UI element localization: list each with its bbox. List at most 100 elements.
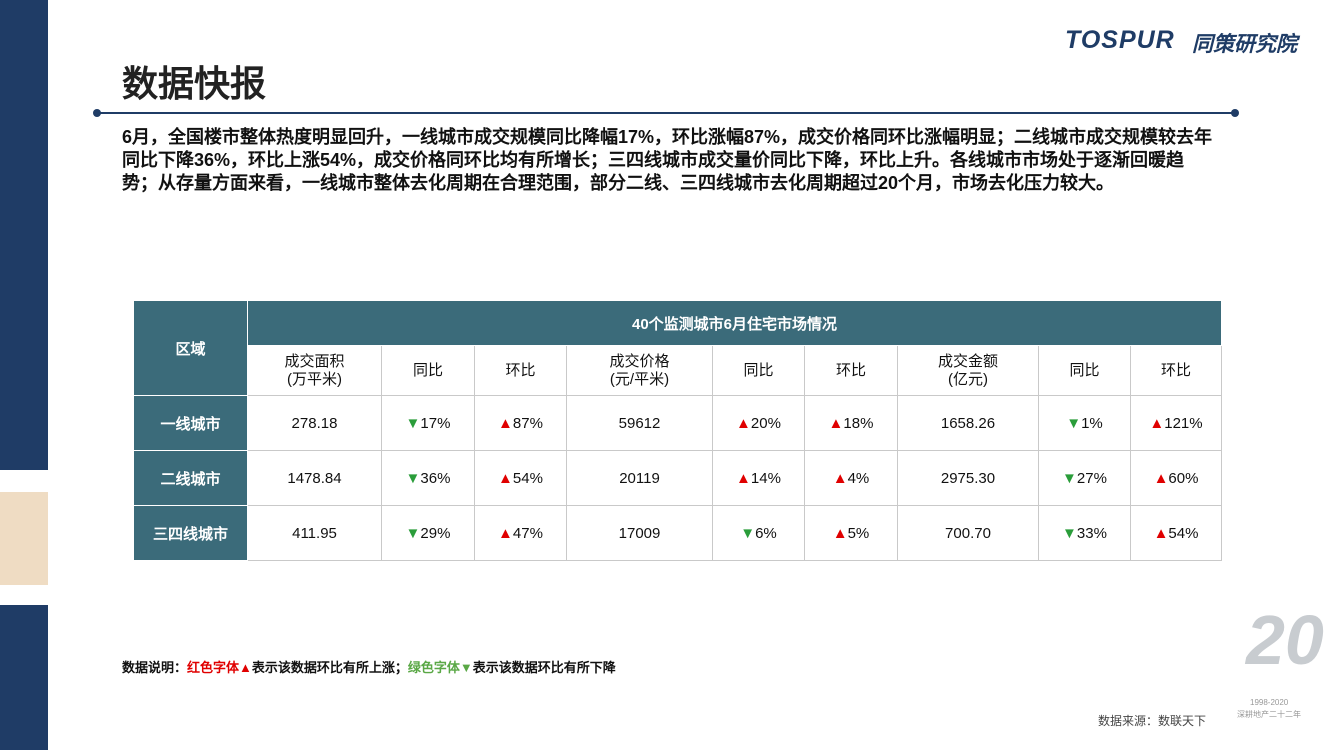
change-cell: ▼36% [381, 450, 475, 506]
arrow: ▲ [736, 469, 751, 487]
divider [97, 112, 1235, 114]
logo-cn: 同策研究院 [1192, 33, 1297, 56]
arrow: ▲ [832, 524, 848, 542]
change-value: 17% [420, 414, 451, 432]
arrow: ▲ [498, 469, 513, 487]
column-header: 同比 [381, 345, 475, 396]
change-value: 87% [512, 414, 543, 432]
change-cell: ▲5% [804, 505, 898, 561]
column-header: 环比 [804, 345, 898, 396]
change-value: 18% [843, 414, 874, 432]
source: 数据来源：数联天下 [1098, 714, 1207, 728]
column-header: 环比 [1129, 345, 1223, 396]
change-value: 54% [1168, 524, 1199, 542]
summary: 6月，全国楼市整体热度明显回升，一线城市成交规模同比降幅17%，环比涨幅87%，… [122, 127, 1213, 193]
change-cell: ▲14% [712, 450, 805, 506]
region-header: 区域 [133, 300, 248, 396]
change-cell: ▼29% [381, 505, 475, 561]
cell: 411.95 [247, 505, 382, 561]
column-header: 成交价格 (元/平米) [566, 345, 713, 396]
cell: 2975.30 [897, 450, 1039, 506]
cell: 1658.26 [897, 395, 1039, 451]
change-value: 14% [750, 469, 781, 487]
note-red: 红色字体▲ [187, 660, 252, 675]
cell: 1478.84 [247, 450, 382, 506]
change-cell: ▲18% [804, 395, 898, 451]
change-value: 121% [1164, 414, 1203, 432]
change-cell: ▲60% [1129, 450, 1223, 506]
change-cell: ▲54% [1129, 505, 1223, 561]
region: 一线城市 [133, 395, 248, 451]
note-text: 表示该数据环比有所下降 [472, 660, 616, 675]
divider-dot [1231, 109, 1239, 117]
market-table: 区域 40个监测城市6月住宅市场情况 成交面积 (万平米) 同比 环比 成交价格 (元… [133, 300, 1223, 561]
change-value: 33% [1076, 524, 1107, 542]
arrow: ▲ [498, 414, 513, 432]
arrow: ▲ [1153, 524, 1169, 542]
change-cell: ▲87% [474, 395, 567, 451]
cell: 17009 [566, 505, 713, 561]
change-value: 60% [1168, 469, 1199, 487]
change-cell: ▼17% [381, 395, 475, 451]
side-bar [0, 0, 48, 470]
table-row: 三四线城市 411.95 ▼29% ▲47% 17009 ▼6% ▲5% 700.70 ▼33%… [133, 505, 1223, 561]
change-value: 36% [420, 469, 451, 487]
arrow: ▼ [1062, 469, 1077, 487]
change-cell: ▼6% [712, 505, 805, 561]
region: 二线城市 [133, 450, 248, 506]
change-value: 27% [1076, 469, 1107, 487]
arrow: ▲ [1149, 414, 1165, 432]
badge-number: 20 [1246, 601, 1324, 679]
table-row: 一线城市 278.18 ▼17% ▲87% 59612 ▲20% ▲18% 1658.26 ▼1… [133, 395, 1223, 451]
logo: TOSPUR [1065, 26, 1175, 54]
arrow: ▲ [828, 414, 844, 432]
cell: 20119 [566, 450, 713, 506]
change-value: 6% [755, 524, 777, 542]
arrow: ▼ [740, 524, 756, 542]
change-cell: ▼33% [1038, 505, 1131, 561]
change-cell: ▲121% [1129, 395, 1223, 451]
arrow: ▲ [832, 469, 848, 487]
change-value: 20% [750, 414, 781, 432]
arrow: ▼ [1062, 524, 1077, 542]
change-cell: ▲54% [474, 450, 567, 506]
side-bar [0, 605, 48, 750]
arrow: ▼ [405, 524, 421, 542]
arrow: ▼ [405, 414, 421, 432]
column-header: 成交面积 (万平米) [247, 345, 382, 396]
arrow: ▼ [1066, 414, 1082, 432]
note-green: 绿色字体▼ [407, 660, 473, 675]
column-header: 同比 [712, 345, 805, 396]
badge-years: 1998-2020 [1250, 698, 1289, 707]
title: 数据快报 [122, 63, 267, 104]
note: 数据说明：红色字体▲表示该数据环比有所上涨；绿色字体▼表示该数据环比有所下降 [122, 657, 616, 676]
region: 三四线城市 [133, 505, 248, 561]
note-label: 数据说明： [122, 660, 188, 675]
column-header: 同比 [1038, 345, 1131, 396]
badge-slogan: 深耕地产二十二年 [1237, 710, 1301, 719]
arrow: ▲ [736, 414, 751, 432]
change-cell: ▲47% [474, 505, 567, 561]
change-value: 54% [512, 469, 543, 487]
arrow: ▼ [405, 469, 421, 487]
table-title: 40个监测城市6月住宅市场情况 [246, 300, 1223, 346]
change-value: 29% [420, 524, 451, 542]
column-header: 环比 [474, 345, 567, 396]
table-row: 二线城市 1478.84 ▼36% ▲54% 20119 ▲14% ▲4% 2975.30 ▼2… [133, 450, 1223, 506]
change-cell: ▼1% [1038, 395, 1131, 451]
arrow: ▲ [498, 524, 513, 542]
change-value: 47% [512, 524, 543, 542]
side-bar-accent [0, 492, 48, 585]
cell: 700.70 [897, 505, 1039, 561]
change-cell: ▲4% [804, 450, 898, 506]
change-value: 1% [1081, 414, 1103, 432]
change-value: 5% [847, 524, 870, 542]
note-text: 表示该数据环比有所上涨； [251, 660, 408, 675]
column-header: 成交金额 (亿元) [897, 345, 1039, 396]
divider-dot [93, 109, 101, 117]
cell: 278.18 [247, 395, 382, 451]
change-value: 4% [847, 469, 870, 487]
arrow: ▲ [1153, 469, 1169, 487]
cell: 59612 [566, 395, 713, 451]
